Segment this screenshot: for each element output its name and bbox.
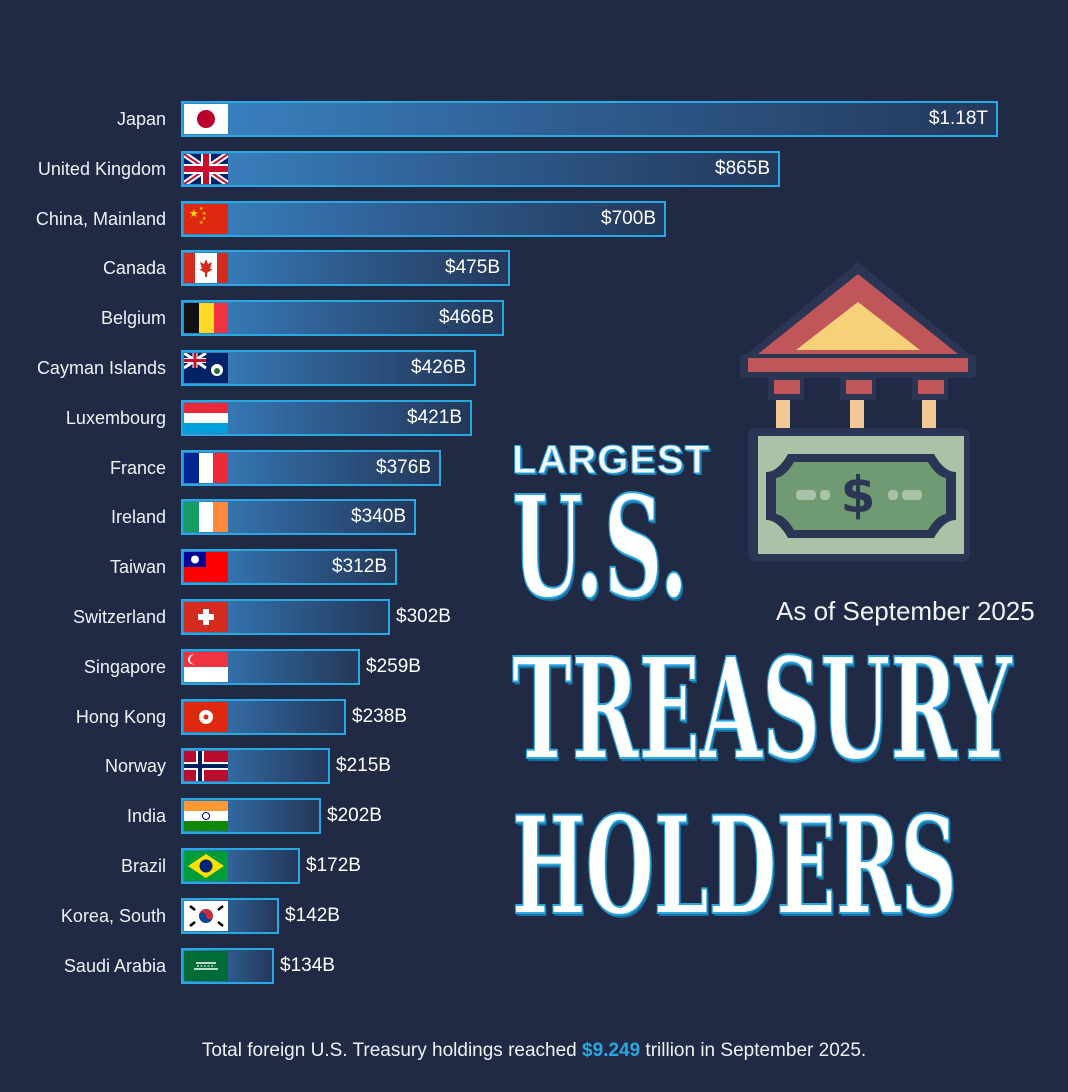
bar-china-mainland: [181, 201, 666, 237]
value-label-hong-kong: $238B: [352, 706, 407, 727]
country-label-cayman-islands: Cayman Islands: [36, 358, 166, 378]
taiwan-flag-icon: [184, 552, 228, 582]
value-label-korea-south: $142B: [285, 905, 340, 926]
title-treasury: TREASURY: [511, 628, 1012, 792]
china-flag-icon: ★ ★ ★ ★ ★: [184, 204, 228, 234]
footnote: Total foreign U.S. Treasury holdings rea…: [0, 1040, 1068, 1062]
title-us: U.S.: [511, 466, 688, 630]
country-label-ireland: Ireland: [110, 507, 166, 527]
value-label-singapore: $259B: [366, 656, 421, 677]
value-label-luxembourg: $421B: [407, 407, 462, 428]
value-label-united-kingdom: $865B: [715, 158, 770, 179]
france-flag-icon: [184, 453, 228, 483]
brazil-flag-icon: [184, 851, 228, 881]
svg-text:★: ★: [199, 206, 204, 212]
value-label-china-mainland: $700B: [601, 208, 656, 229]
footnote-text-after: trillion in September 2025.: [640, 1040, 867, 1061]
country-label-canada: Canada: [102, 258, 166, 278]
saudi-flag-icon: [184, 951, 228, 981]
uk-flag-icon: [184, 154, 228, 184]
belgium-flag-icon: [184, 303, 228, 333]
cayman-flag-icon: [184, 353, 228, 383]
bar-luxembourg: [181, 400, 472, 436]
value-label-cayman-islands: $426B: [411, 357, 466, 378]
luxembourg-flag-icon: [184, 403, 228, 433]
country-label-singapore: Singapore: [83, 657, 166, 677]
bank-money-icon: $: [740, 262, 976, 562]
country-label-saudi-arabia: Saudi Arabia: [63, 956, 166, 976]
hongkong-flag-icon: [184, 702, 228, 732]
country-label-belgium: Belgium: [100, 308, 166, 328]
india-flag-icon: [184, 801, 228, 831]
country-label-hong-kong: Hong Kong: [75, 707, 166, 727]
country-label-china-mainland: China, Mainland: [35, 209, 166, 229]
value-label-taiwan: $312B: [332, 556, 387, 577]
country-label-japan: Japan: [116, 109, 166, 129]
value-label-saudi-arabia: $134B: [280, 955, 335, 976]
country-label-france: France: [109, 458, 166, 478]
country-label-norway: Norway: [104, 756, 166, 776]
country-label-united-kingdom: United Kingdom: [37, 159, 166, 179]
footnote-total-value: $9.249: [582, 1040, 641, 1061]
value-label-brazil: $172B: [306, 855, 361, 876]
svg-text:★: ★: [199, 220, 204, 226]
value-label-france: $376B: [376, 457, 431, 478]
country-label-luxembourg: Luxembourg: [65, 408, 166, 428]
japan-flag-icon: [184, 104, 228, 134]
title-holders: HOLDERS: [511, 786, 957, 945]
svg-text:★: ★: [189, 208, 199, 220]
norway-flag-icon: [184, 751, 228, 781]
value-label-switzerland: $302B: [396, 606, 451, 627]
country-label-switzerland: Switzerland: [72, 607, 166, 627]
singapore-flag-icon: [184, 652, 228, 682]
value-label-belgium: $466B: [439, 307, 494, 328]
svg-text:$: $: [841, 466, 876, 524]
bar-belgium: [181, 300, 504, 336]
svg-text:★: ★: [202, 216, 207, 222]
country-label-brazil: Brazil: [120, 856, 166, 876]
value-label-ireland: $340B: [351, 506, 406, 527]
bar-canada: [181, 250, 510, 286]
ireland-flag-icon: [184, 502, 228, 532]
value-label-canada: $475B: [445, 257, 500, 278]
value-label-norway: $215B: [336, 755, 391, 776]
value-label-japan: $1.18T: [928, 108, 988, 129]
bar-cayman-islands: [181, 350, 476, 386]
bar-japan: [181, 101, 998, 137]
title-largest: LARGEST: [511, 438, 711, 483]
korea-flag-icon: [184, 901, 228, 931]
country-label-korea-south: Korea, South: [60, 906, 166, 926]
bar-united-kingdom: [181, 151, 780, 187]
switzerland-flag-icon: [184, 602, 228, 632]
value-label-india: $202B: [327, 805, 382, 826]
canada-flag-icon: [184, 253, 228, 283]
footnote-text-before: Total foreign U.S. Treasury holdings rea…: [201, 1040, 583, 1061]
svg-text:★: ★: [202, 211, 207, 217]
country-label-taiwan: Taiwan: [109, 557, 166, 577]
country-label-india: India: [126, 806, 166, 826]
chart-subtitle: As of September 2025: [776, 596, 1035, 626]
